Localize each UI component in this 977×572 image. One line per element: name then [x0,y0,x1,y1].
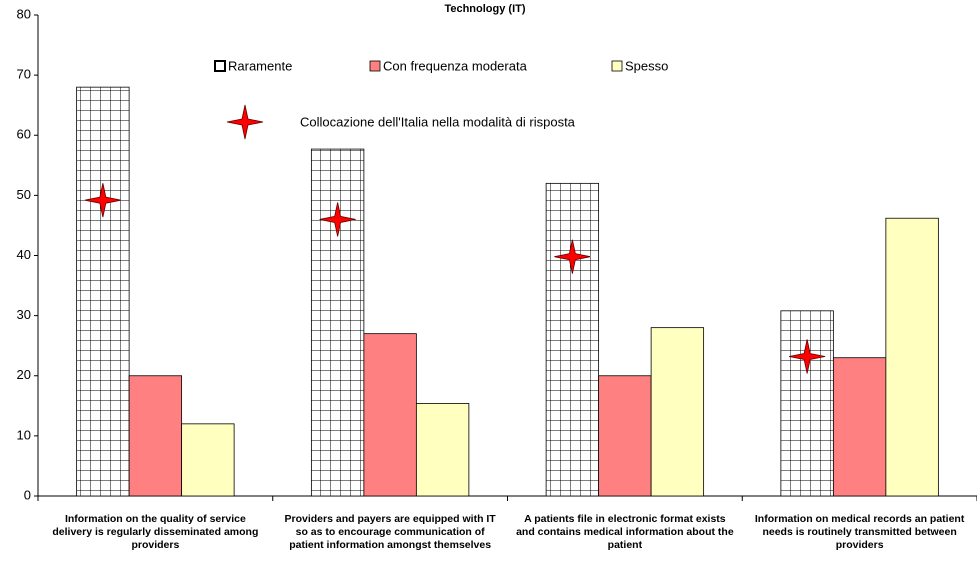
legend-label: Spesso [625,58,668,73]
y-tick-label: 10 [17,427,31,442]
chart-title: Technology (IT) [444,3,525,15]
x-tick-label: Providers and payers are equipped with I… [284,513,496,551]
legend-label: Collocazione dell'Italia nella modalità … [300,114,576,129]
star-marker [84,183,121,218]
bar [832,357,887,497]
y-tick-label: 80 [17,6,31,21]
y-tick-label: 20 [17,367,31,382]
bar [363,333,417,497]
legend-label: Raramente [228,58,292,73]
bar [76,86,130,497]
bar [780,310,834,497]
x-tick-label: Information on medical records an patien… [754,513,965,551]
y-tick-label: 0 [24,487,31,502]
legend-swatch [214,60,226,72]
y-tick-label: 40 [17,247,31,262]
bar [128,375,183,497]
y-tick-label: 50 [17,187,31,202]
legend-marker [226,104,264,140]
legend-swatch [611,60,623,72]
star-marker [789,339,826,374]
x-tick-label: A patients file in electronic format exi… [516,513,734,551]
star-marker [319,202,356,237]
star-marker [554,239,591,274]
legend-label: Con frequenza moderata [383,58,528,73]
y-tick-label: 60 [17,127,31,142]
bar [545,182,600,497]
bar [181,423,235,497]
bar [650,327,705,497]
y-tick-label: 30 [17,307,31,322]
bar [415,403,470,497]
bar [885,217,939,497]
x-tick-label: Information on the quality of service de… [52,513,259,551]
legend-swatch [369,60,381,72]
bar [310,148,365,497]
bar [598,375,652,497]
y-tick-label: 70 [17,67,31,82]
